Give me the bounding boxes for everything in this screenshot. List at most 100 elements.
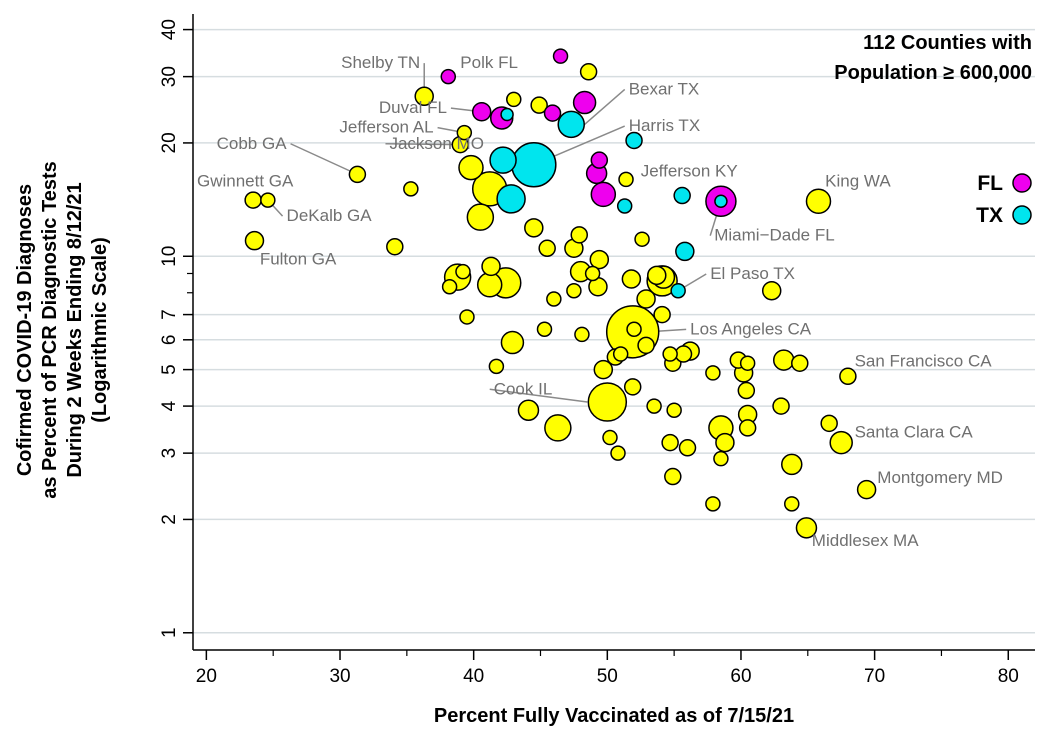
y-tick-label: 40 <box>159 19 180 40</box>
data-point-other <box>647 265 667 286</box>
data-point-other <box>584 265 601 282</box>
data-point-tx <box>616 198 633 214</box>
x-tick-label: 60 <box>730 666 751 687</box>
annotation-label: Jefferson AL <box>339 118 433 137</box>
y-axis-title: Cofirmed COVID-19 Diagnoses as Percent o… <box>14 161 111 499</box>
data-point-other <box>784 496 800 512</box>
annotation-label: Middlesex MA <box>812 531 919 550</box>
annotation-label: Miami−Dade FL <box>714 226 834 245</box>
annotation-label: Jackson MO <box>389 134 483 153</box>
y-tick-label: 6 <box>159 335 180 346</box>
data-point-other <box>678 439 697 457</box>
data-point-tx <box>489 146 517 174</box>
data-point-other <box>626 321 642 337</box>
y-axis-title-line-1: Cofirmed COVID-19 Diagnoses <box>14 184 36 476</box>
data-point-other <box>458 154 484 181</box>
data-point-other <box>566 282 582 299</box>
legend-label-tx: TX <box>976 204 1003 227</box>
data-point-other <box>587 382 628 422</box>
x-tick-label: 30 <box>329 666 350 687</box>
legend-swatch-tx <box>1012 205 1032 225</box>
annotation-label: Fulton GA <box>260 250 337 269</box>
data-point-fl <box>543 104 562 122</box>
annotation-label: Los Angeles CA <box>690 319 812 338</box>
data-point-other <box>455 263 471 280</box>
x-tick-label: 20 <box>196 666 217 687</box>
data-point-other <box>506 91 522 108</box>
data-point-fl <box>590 151 609 169</box>
data-point-other <box>386 237 404 256</box>
data-point-other <box>570 226 589 244</box>
annotation-label: Cook IL <box>494 379 553 398</box>
chart-title: 112 Counties with Population ≥ 600,000 <box>834 32 1032 84</box>
data-point-other <box>666 402 682 418</box>
annotation-label: Gwinnett GA <box>197 172 294 191</box>
data-point-other <box>536 321 553 337</box>
data-point-other <box>618 171 634 188</box>
data-point-other <box>459 309 475 325</box>
data-point-other <box>524 218 544 238</box>
data-point-other <box>661 433 679 452</box>
data-point-other <box>610 445 626 461</box>
chart-title-line-1: 112 Counties with <box>863 32 1032 54</box>
x-ticks: 20 30 40 50 60 70 80 <box>196 650 1019 687</box>
data-point-other <box>589 249 610 270</box>
data-point-other <box>244 230 265 251</box>
data-point-other <box>517 399 540 421</box>
annotation-label: San Francisco CA <box>855 351 993 370</box>
data-point-other <box>761 280 782 301</box>
data-point-other <box>602 429 618 446</box>
data-point-other <box>403 181 419 197</box>
y-tick-label: 1 <box>159 627 180 638</box>
data-point-other <box>574 326 590 343</box>
data-point-other <box>500 330 525 355</box>
data-point-other <box>795 517 818 539</box>
axes <box>192 14 1035 651</box>
legend-label-fl: FL <box>977 172 1003 195</box>
data-point-other <box>713 450 729 467</box>
annotation-leader-line <box>584 88 626 125</box>
data-point-fl <box>471 102 492 122</box>
data-point-other <box>772 397 790 415</box>
y-tick-label: 20 <box>159 132 180 153</box>
data-point-tx <box>673 186 691 205</box>
annotation-label: Polk FL <box>460 53 518 72</box>
data-point-other <box>593 359 614 380</box>
annotation-label: DeKalb GA <box>287 206 373 225</box>
y-tick-label: 30 <box>159 66 180 87</box>
data-point-tx <box>675 241 695 262</box>
data-point-other <box>260 192 276 208</box>
data-point-other <box>839 367 857 386</box>
data-point-other <box>705 365 721 381</box>
data-point-other <box>441 278 458 295</box>
annotation-leader-line <box>290 143 358 176</box>
data-point-other <box>653 305 671 324</box>
data-point-tx <box>511 142 557 188</box>
data-point-other <box>805 188 832 214</box>
x-axis-title: Percent Fully Vaccinated as of 7/15/21 <box>434 705 794 727</box>
data-point-tx <box>496 184 526 214</box>
y-tick-label: 3 <box>159 448 180 459</box>
data-point-other <box>488 358 505 375</box>
annotation-label: Harris TX <box>629 116 700 135</box>
annotation-label: King WA <box>825 172 891 191</box>
legend-swatch-fl <box>1012 173 1032 193</box>
data-point-tx <box>670 282 686 299</box>
annotation-label: Montgomery MD <box>877 468 1003 487</box>
data-point-tx <box>625 131 643 150</box>
legend: FL TX <box>976 172 1032 227</box>
data-point-other <box>674 345 693 363</box>
x-tick-label: 70 <box>864 666 885 687</box>
y-tick-label: 7 <box>159 309 180 320</box>
data-point-other <box>348 165 367 184</box>
annotation-label: Bexar TX <box>629 79 700 98</box>
y-tick-label: 4 <box>159 400 180 411</box>
data-point-other <box>244 191 262 209</box>
data-point-other <box>466 203 495 231</box>
data-point-other <box>476 272 503 298</box>
annotation-leader-line <box>489 388 588 403</box>
data-point-other <box>538 239 556 258</box>
data-point-other <box>781 453 803 476</box>
annotation-leader-line <box>385 143 461 146</box>
data-point-other <box>737 381 756 400</box>
